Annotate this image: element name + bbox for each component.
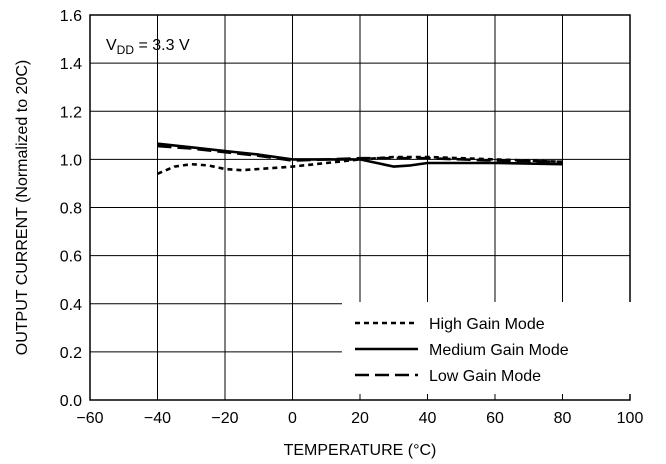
x-tick-label: −20 bbox=[211, 410, 238, 427]
legend-label: Medium Gain Mode bbox=[429, 342, 569, 359]
x-tick-label: 60 bbox=[486, 410, 504, 427]
y-tick-label: 1.2 bbox=[60, 104, 82, 121]
x-tick-label: −60 bbox=[76, 410, 103, 427]
y-tick-label: 0.8 bbox=[60, 201, 82, 218]
x-tick-label: 20 bbox=[351, 410, 369, 427]
y-tick-label: 1.4 bbox=[60, 56, 82, 73]
y-tick-label: 0.2 bbox=[60, 345, 82, 362]
y-axis-title: OUTPUT CURRENT (Normalized to 20C) bbox=[14, 60, 31, 355]
x-axis-title: TEMPERATURE (°C) bbox=[284, 442, 437, 459]
legend-label: High Gain Mode bbox=[429, 316, 545, 333]
vdd-value: = 3.3 V bbox=[134, 37, 190, 54]
x-tick-label: 0 bbox=[288, 410, 297, 427]
x-tick-label: 40 bbox=[419, 410, 437, 427]
legend-label: Low Gain Mode bbox=[429, 368, 541, 385]
series-line bbox=[157, 144, 563, 164]
x-tick-label: 100 bbox=[617, 410, 644, 427]
y-tick-label: 0.0 bbox=[60, 393, 82, 410]
x-tick-labels: −60 −40 −20 0 20 40 60 80 100 bbox=[76, 410, 643, 427]
y-tick-label: 0.4 bbox=[60, 297, 82, 314]
series-line bbox=[156, 155, 563, 175]
y-tick-labels: 0.0 0.2 0.4 0.6 0.8 1.0 1.2 1.4 1.6 bbox=[60, 8, 82, 410]
plot-frame bbox=[89, 14, 631, 401]
x-tick-label: 80 bbox=[554, 410, 572, 427]
legend: High Gain Mode Medium Gain Mode Low Gain M… bbox=[342, 302, 634, 394]
supply-voltage-annotation: VDD = 3.3 V bbox=[106, 37, 190, 57]
series-lines bbox=[156, 142, 563, 175]
y-tick-label: 1.6 bbox=[60, 8, 82, 25]
x-tick-label: −40 bbox=[144, 410, 171, 427]
vdd-v: V bbox=[106, 37, 117, 54]
y-tick-label: 1.0 bbox=[60, 152, 82, 169]
y-tick-label: 0.6 bbox=[60, 249, 82, 266]
vdd-subscript: DD bbox=[117, 43, 135, 57]
